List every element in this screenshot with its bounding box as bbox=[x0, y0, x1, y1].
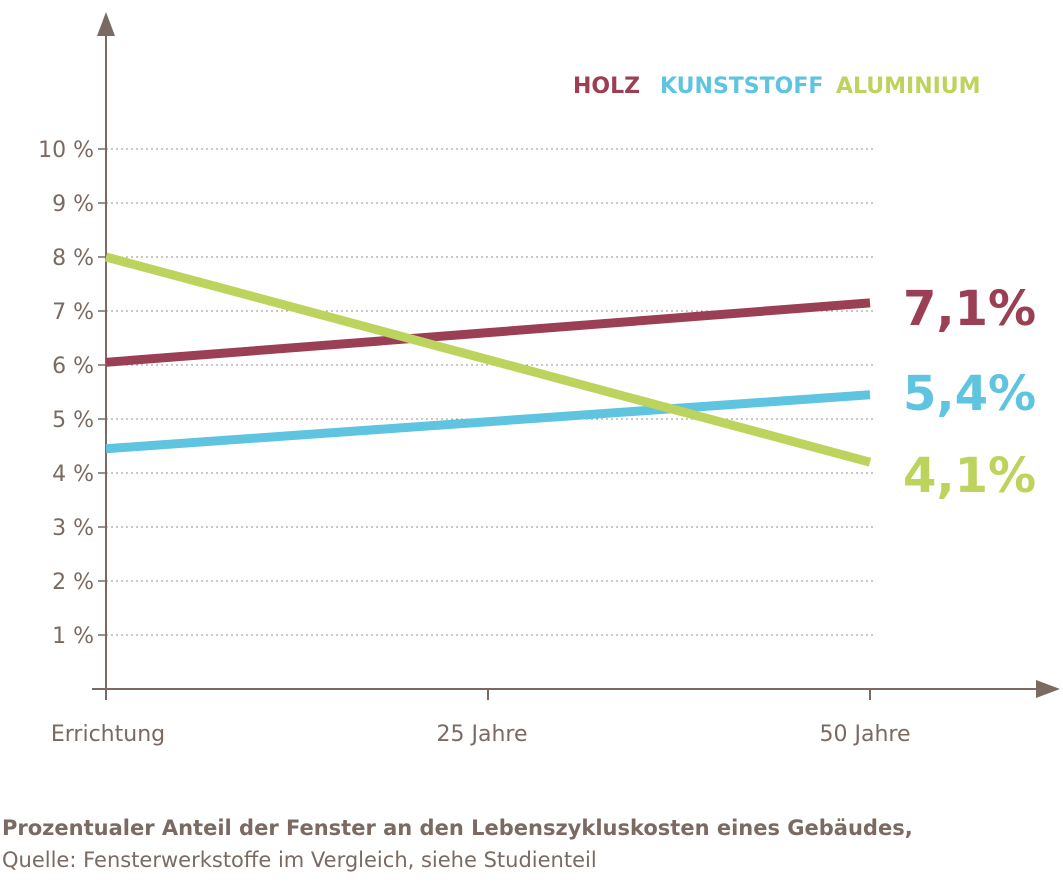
y-tick-label: 9 % bbox=[52, 192, 94, 217]
y-axis-arrow bbox=[97, 12, 115, 36]
legend-entry-holz: HOLZ bbox=[573, 74, 640, 99]
legend-entry-aluminium: ALUMINIUM bbox=[836, 74, 981, 99]
x-axis-arrow bbox=[1036, 680, 1060, 698]
line-chart: 1 % 2 % 3 % 4 % 5 % 6 % 7 % 8 % 9 % 10 % Errichtu… bbox=[38, 12, 1060, 747]
x-tick-label: 50 Jahre bbox=[820, 722, 911, 747]
y-tick-label: 3 % bbox=[52, 516, 94, 541]
end-label-aluminium: 4,1% bbox=[903, 448, 1036, 504]
y-tick-label: 2 % bbox=[52, 570, 94, 595]
grid-lines bbox=[106, 148, 876, 636]
y-tick-labels: 1 % 2 % 3 % 4 % 5 % 6 % 7 % 8 % 9 % 10 % bbox=[38, 138, 106, 649]
y-tick-label: 7 % bbox=[52, 300, 94, 325]
series-line-aluminium bbox=[104, 252, 872, 467]
y-tick-label: 5 % bbox=[52, 408, 94, 433]
legend-entry-kunststoff: KUNSTSTOFF bbox=[660, 74, 823, 99]
series-line-kunststoff bbox=[105, 390, 871, 454]
y-tick-label: 6 % bbox=[52, 354, 94, 379]
series-lines bbox=[104, 252, 872, 467]
series-line-holz bbox=[105, 298, 871, 367]
x-tick-label: 25 Jahre bbox=[437, 722, 528, 747]
y-tick-label: 1 % bbox=[52, 624, 94, 649]
end-label-kunststoff: 5,4% bbox=[903, 366, 1036, 422]
y-tick-label: 10 % bbox=[38, 138, 94, 163]
x-ticks: Errichtung 25 Jahre 50 Jahre bbox=[51, 689, 911, 747]
end-labels: 7,1% 5,4% 4,1% bbox=[903, 281, 1036, 504]
caption-title: Prozentualer Anteil der Fenster an den L… bbox=[2, 816, 913, 840]
y-tick-label: 8 % bbox=[52, 246, 94, 271]
caption-source: Quelle: Fensterwerkstoffe im Vergleich, … bbox=[2, 848, 597, 872]
end-label-holz: 7,1% bbox=[903, 281, 1036, 337]
y-tick-label: 4 % bbox=[52, 462, 94, 487]
chart-caption: Prozentualer Anteil der Fenster an den L… bbox=[2, 812, 913, 876]
x-tick-label: Errichtung bbox=[51, 722, 165, 747]
legend: HOLZ KUNSTSTOFF ALUMINIUM bbox=[573, 74, 981, 99]
